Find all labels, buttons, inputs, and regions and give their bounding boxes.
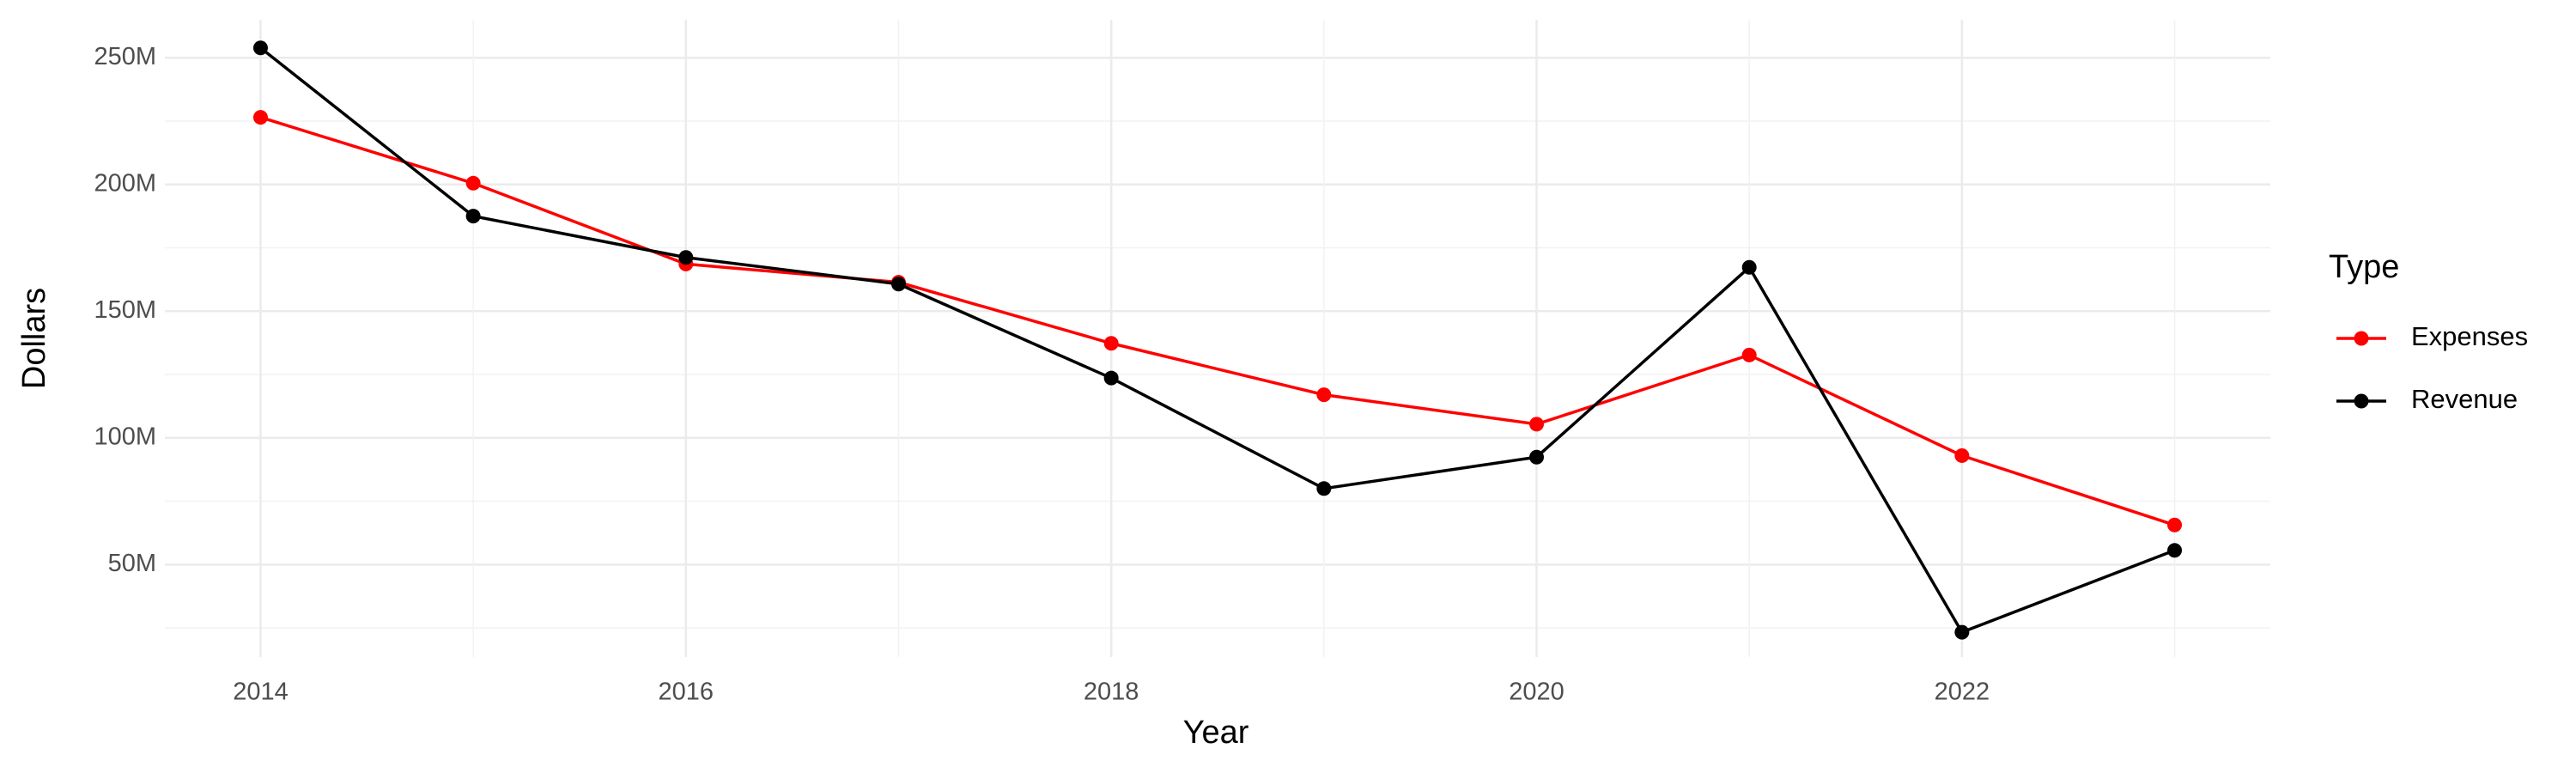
y-axis-title: Dollars	[16, 288, 52, 389]
grid	[165, 20, 2270, 657]
legend-label: Expenses	[2411, 321, 2528, 351]
x-tick-label: 2018	[1084, 679, 1139, 706]
data-point	[1316, 387, 1332, 403]
y-tick-label: 200M	[94, 169, 156, 197]
data-point	[890, 277, 906, 292]
data-point	[1529, 417, 1545, 432]
series-line	[259, 115, 2176, 526]
data-point	[1954, 447, 1970, 463]
x-axis-title: Year	[1183, 715, 1249, 751]
x-tick-label: 2014	[233, 679, 289, 706]
data-point	[1316, 481, 1332, 496]
data-point	[2167, 517, 2183, 533]
data-point	[2167, 543, 2183, 558]
x-tick-label: 2022	[1935, 679, 1990, 706]
legend-label: Revenue	[2411, 384, 2518, 414]
data-point	[1103, 370, 1119, 386]
data-point	[1741, 347, 1757, 362]
data-point	[465, 175, 481, 191]
data-point	[1103, 336, 1119, 351]
legend-marker	[2354, 393, 2369, 409]
data-point	[252, 40, 268, 56]
x-tick-label: 2016	[659, 679, 714, 706]
data-point	[465, 209, 481, 224]
data-point	[1741, 259, 1757, 275]
y-tick-label: 50M	[108, 550, 156, 577]
data-point	[1529, 449, 1545, 465]
legend-title: Type	[2329, 249, 2399, 285]
series-line	[259, 46, 2176, 635]
legend-marker	[2354, 331, 2369, 346]
y-tick-label: 250M	[94, 43, 156, 70]
data-point	[1954, 624, 1970, 640]
x-tick-label: 2020	[1509, 679, 1564, 706]
data-point	[678, 250, 694, 265]
y-tick-label: 150M	[94, 296, 156, 324]
y-tick-label: 100M	[94, 423, 156, 450]
data-point	[252, 110, 268, 125]
